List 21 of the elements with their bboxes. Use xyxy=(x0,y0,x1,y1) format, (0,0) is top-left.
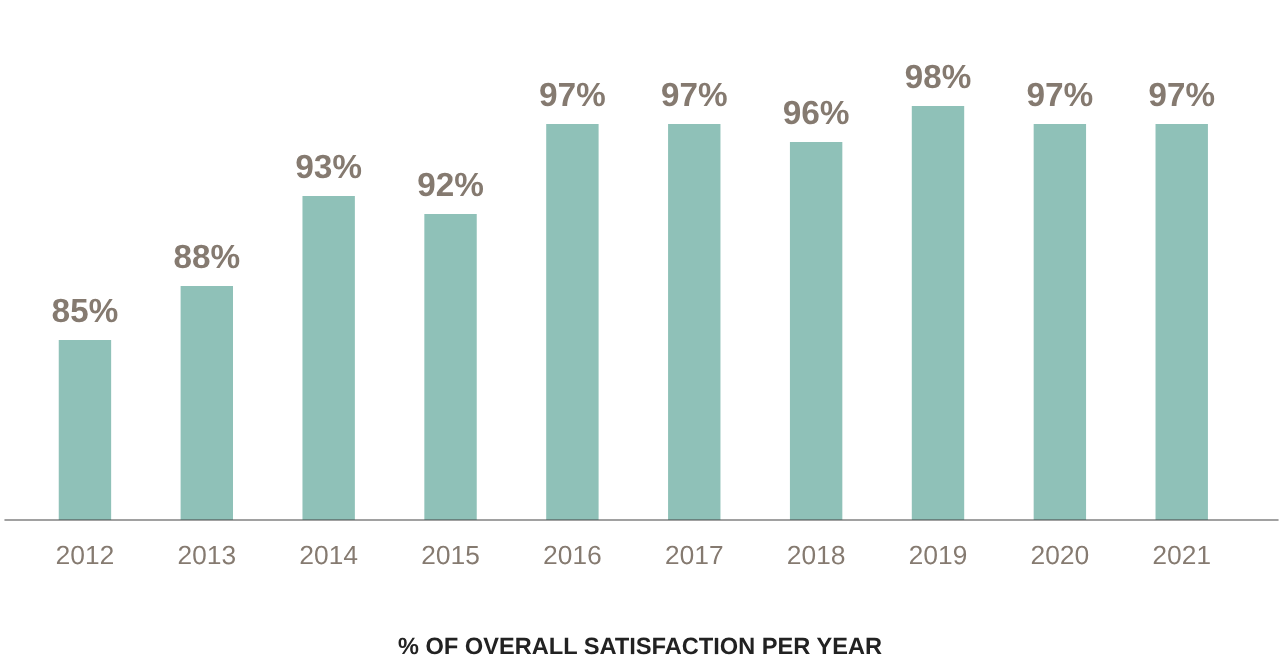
data-label: 96% xyxy=(783,100,849,125)
data-label: 97% xyxy=(1149,82,1215,107)
x-tick-label: 2013 xyxy=(178,545,235,565)
x-tick-label: 2020 xyxy=(1031,545,1089,565)
x-tick-label: 2021 xyxy=(1153,545,1210,565)
data-label: 97% xyxy=(662,82,727,107)
x-axis-title: % OF OVERALL SATISFACTION PER YEAR xyxy=(398,637,882,655)
data-label: 92% xyxy=(418,172,484,197)
data-label: 97% xyxy=(540,82,605,107)
x-tick-label: 2017 xyxy=(666,545,723,565)
x-tick-label: 2016 xyxy=(544,545,601,565)
x-tick-label: 2012 xyxy=(56,545,113,565)
x-tick-label: 2019 xyxy=(909,545,967,565)
x-tick-label: 2014 xyxy=(300,545,358,565)
data-label: 98% xyxy=(905,64,971,89)
data-label: 85% xyxy=(52,298,118,323)
data-label: 93% xyxy=(296,154,362,179)
data-label: 88% xyxy=(174,244,240,269)
x-tick-label: 2015 xyxy=(422,545,479,565)
data-label: 97% xyxy=(1027,82,1093,107)
x-tick-label: 2018 xyxy=(788,545,845,565)
